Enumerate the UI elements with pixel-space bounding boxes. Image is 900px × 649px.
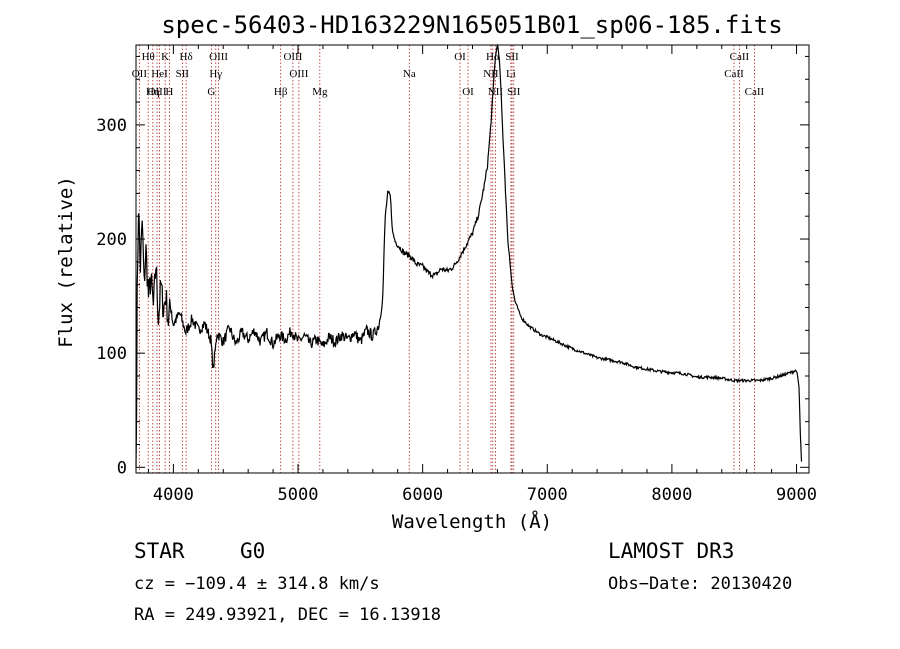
ra-dec-coordinates: RA = 249.93921, DEC = 16.13918 xyxy=(134,605,441,625)
spectral-line-label: CaII xyxy=(724,68,744,80)
spectral-line-label: Hα xyxy=(486,51,500,63)
spectral-line-label: OII xyxy=(132,68,148,80)
x-tick-label: 8000 xyxy=(651,485,692,505)
y-tick-label: 100 xyxy=(96,344,127,364)
spectral-line-label: OIII xyxy=(283,51,302,63)
spectral-line-label: CaII xyxy=(730,51,750,63)
spectral-line-label: Hη xyxy=(146,86,160,98)
spectral-line-label: CaII xyxy=(745,86,765,98)
spectral-line-label: Li xyxy=(506,68,516,80)
x-axis: 4000 5000 6000 7000 8000 9000 xyxy=(147,45,817,505)
survey-name: LAMOST DR3 xyxy=(608,539,734,563)
x-tick-label: 9000 xyxy=(776,485,817,505)
y-axis-label: Flux (relative) xyxy=(55,176,77,348)
spectral-lines xyxy=(138,45,755,473)
spectral-line-label: SII xyxy=(507,86,521,98)
spectral-line-label: OI xyxy=(454,51,466,63)
x-tick-label: 5000 xyxy=(278,485,319,505)
spectral-line-labels: Hθ K Hδ OIII OIII OI Hα SII CaII OII HeI SII Hγ OIII N… xyxy=(132,51,765,98)
spectral-line-label: H xyxy=(165,86,173,98)
object-subclass: G0 xyxy=(240,539,265,563)
x-tick-label: 4000 xyxy=(153,485,194,505)
x-tick-label: 7000 xyxy=(527,485,568,505)
spectral-line-label: Mg xyxy=(312,86,328,98)
observation-date: Obs−Date: 20130420 xyxy=(608,574,792,594)
spectral-line-label: Na xyxy=(403,68,416,80)
spectral-line-label: OIII xyxy=(148,86,167,98)
x-axis-label: Wavelength (Å) xyxy=(392,510,552,533)
spectral-line-label: HeI xyxy=(151,68,168,80)
spectral-line-label: Hβ xyxy=(274,86,288,98)
y-tick-label: 200 xyxy=(96,230,127,250)
spectral-line-label: SII xyxy=(505,51,519,63)
spectral-line-label: OIII xyxy=(209,51,228,63)
y-tick-label: 0 xyxy=(117,458,127,478)
x-tick-label: 6000 xyxy=(402,485,443,505)
spectral-line-label: Hθ xyxy=(142,51,155,63)
spectral-line-label: OIII xyxy=(289,68,308,80)
spectral-line-label: NII xyxy=(488,86,504,98)
plot-area xyxy=(135,44,810,474)
spectral-line-label: OI xyxy=(462,86,474,98)
chart-title: spec-56403-HD163229N165051B01_sp06-185.f… xyxy=(161,11,782,39)
series-line-spectrum xyxy=(135,43,803,468)
spectral-line-label: K xyxy=(161,51,169,63)
y-axis: 0 100 200 300 xyxy=(96,55,809,478)
spectral-line-label: G xyxy=(207,86,215,98)
object-class: STAR xyxy=(134,539,185,563)
spectral-line-label: Hδ xyxy=(180,51,193,63)
redshift-velocity: cz = −109.4 ± 314.8 km/s xyxy=(134,574,380,594)
spectral-line-label: Hγ xyxy=(209,68,222,80)
spectral-line-label: NII xyxy=(483,68,499,80)
spectral-line-label: SII xyxy=(176,68,190,80)
y-tick-label: 300 xyxy=(96,116,127,136)
